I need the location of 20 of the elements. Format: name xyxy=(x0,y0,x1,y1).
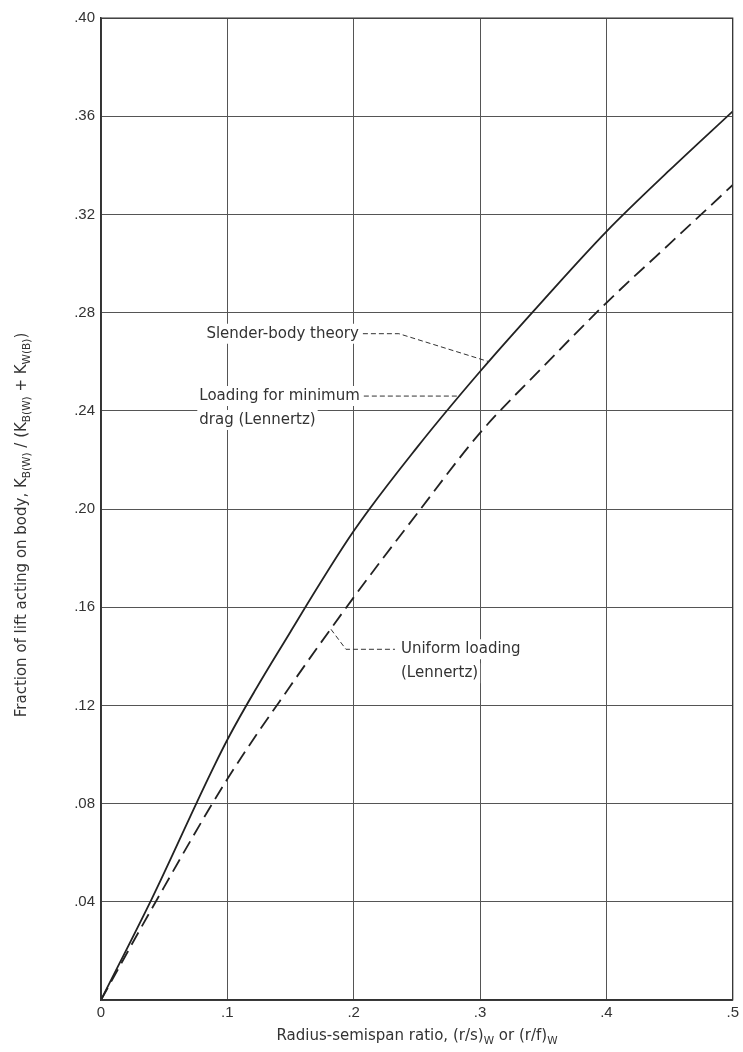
y-tick-label: .36 xyxy=(74,106,95,124)
x-axis-title: Radius-semispan ratio, (r/s)$_{W}$ or (r/f)$_{W}$ xyxy=(275,1026,559,1046)
annotation: Uniform loading (Lennertz) xyxy=(400,639,521,682)
y-tick-label: .16 xyxy=(74,597,95,615)
x-tick-label: .2 xyxy=(347,1003,360,1021)
y-tick-label: .40 xyxy=(74,8,95,26)
x-tick-label: .5 xyxy=(726,1003,739,1021)
annotation: Slender-body theory xyxy=(206,323,360,342)
y-tick-label: .20 xyxy=(74,499,95,517)
x-tick-label: 0 xyxy=(96,1003,106,1021)
y-tick-label: .32 xyxy=(74,204,95,222)
x-tick-label: .1 xyxy=(221,1003,234,1021)
y-tick-label: .04 xyxy=(74,891,95,909)
y-tick-label: .08 xyxy=(74,793,95,811)
y-tick-label: .24 xyxy=(74,400,95,418)
y-tick-label: .28 xyxy=(74,302,95,320)
x-tick-label: .3 xyxy=(473,1003,487,1021)
annotation: Loading for minimum drag (Lennertz) xyxy=(199,385,360,428)
x-tick-label: .4 xyxy=(600,1003,613,1021)
y-tick-label: .12 xyxy=(74,695,95,713)
